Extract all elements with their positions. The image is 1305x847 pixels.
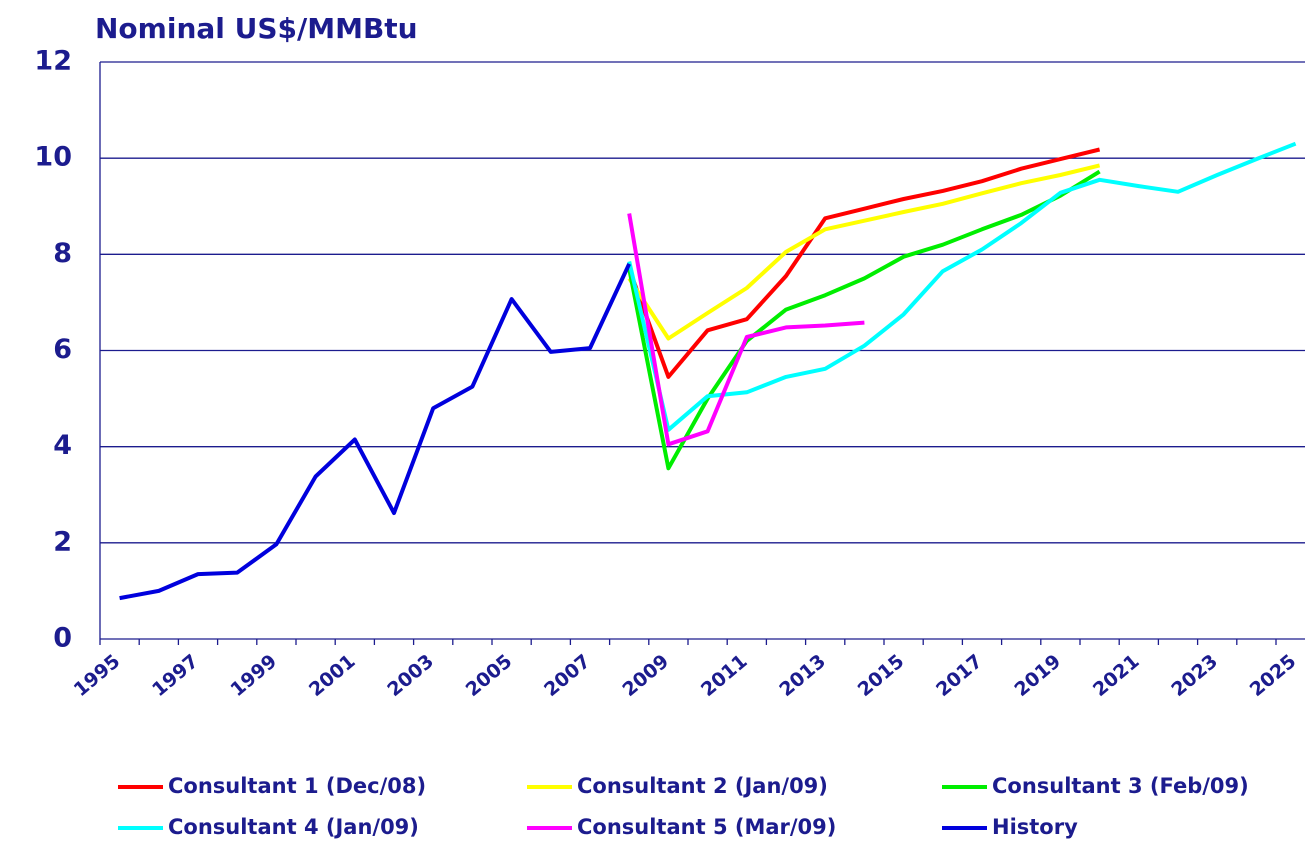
x-tick-label: 2003 — [383, 650, 438, 701]
series-line — [627, 147, 1101, 379]
legend-label: Consultant 5 (Mar/09) — [577, 815, 836, 839]
x-tick-label: 2011 — [697, 650, 752, 701]
x-tick-label: 2007 — [540, 650, 595, 701]
chart-title: Nominal US$/MMBtu — [95, 12, 418, 45]
x-tick-label: 1995 — [70, 650, 125, 701]
legend-label: History — [992, 815, 1078, 839]
series-line — [627, 213, 865, 447]
x-tick-label: 2025 — [1246, 650, 1301, 701]
x-tick-label: 2001 — [305, 650, 360, 701]
legend-label: Consultant 4 (Jan/09) — [168, 815, 419, 839]
y-tick-label: 2 — [53, 526, 72, 557]
y-tick-label: 10 — [34, 142, 72, 173]
x-tick-label: 2013 — [775, 650, 830, 701]
x-tick-label: 2023 — [1167, 650, 1222, 701]
series-line — [627, 163, 1101, 341]
y-tick-label: 8 — [53, 238, 72, 269]
x-tick-label: 2017 — [932, 650, 987, 701]
x-tick-label: 1999 — [226, 650, 281, 701]
y-tick-label: 4 — [53, 430, 72, 461]
series-line — [627, 141, 1297, 432]
x-tick-label: 2019 — [1010, 650, 1065, 701]
x-tick-label: 1997 — [148, 650, 203, 701]
x-tick-label: 2009 — [618, 650, 673, 701]
y-tick-label: 12 — [34, 46, 72, 77]
x-tick-label: 2015 — [854, 650, 909, 701]
legend-label: Consultant 2 (Jan/09) — [577, 774, 828, 798]
series-line — [119, 263, 632, 601]
x-tick-label: 2005 — [462, 650, 517, 701]
x-tick-label: 2021 — [1089, 650, 1144, 701]
y-tick-label: 6 — [53, 334, 72, 365]
legend-label: Consultant 1 (Dec/08) — [168, 774, 426, 798]
legend-label: Consultant 3 (Feb/09) — [992, 774, 1249, 798]
y-tick-label: 0 — [53, 623, 72, 654]
